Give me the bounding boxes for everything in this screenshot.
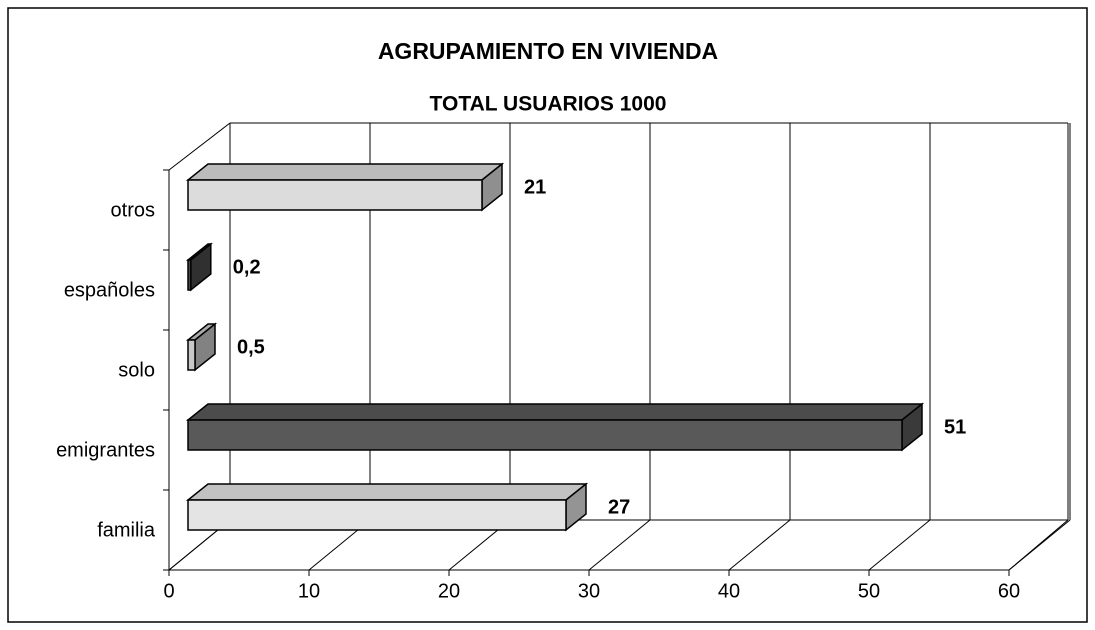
y-tick-label: familia (97, 519, 156, 541)
x-tick-label: 40 (718, 580, 740, 602)
floor-grid-line (868, 519, 931, 571)
bar-top (185, 483, 589, 501)
value-label: 0,2 (233, 256, 261, 278)
bar (187, 179, 483, 211)
y-tick-label: españoles (64, 279, 155, 301)
bar-top (185, 403, 925, 421)
x-tick-label: 20 (438, 580, 460, 602)
chart-title: AGRUPAMIENTO EN VIVIENDA (378, 38, 718, 64)
value-label: 51 (944, 416, 966, 438)
y-tick-label: solo (118, 359, 155, 381)
bar (187, 259, 192, 291)
bar (187, 339, 196, 371)
value-label: 27 (608, 496, 630, 518)
chart-subtitle: TOTAL USUARIOS 1000 (430, 93, 667, 116)
y-tick-label: otros (111, 199, 155, 221)
bar (187, 419, 903, 451)
value-label: 21 (524, 176, 546, 198)
floor-grid-line (588, 519, 651, 571)
value-label: 0,5 (237, 336, 265, 358)
x-tick-label: 30 (578, 580, 600, 602)
x-tick-label: 10 (298, 580, 320, 602)
x-tick-label: 60 (998, 580, 1020, 602)
floor-grid-line (1008, 519, 1071, 571)
x-tick-label: 0 (163, 580, 174, 602)
y-tick-label: emigrantes (56, 439, 155, 461)
bar-top (185, 163, 505, 181)
floor-grid-line (728, 519, 791, 571)
bar (187, 499, 567, 531)
x-tick-label: 50 (858, 580, 880, 602)
